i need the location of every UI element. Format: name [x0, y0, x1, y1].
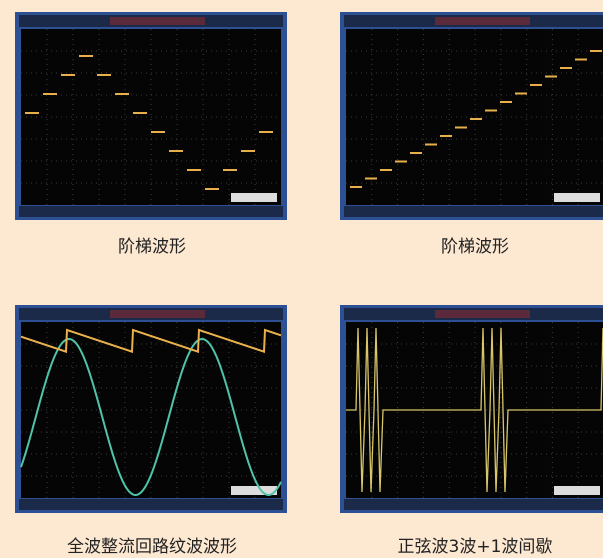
scope-readout — [554, 486, 600, 495]
scope-bottom-bar — [344, 206, 603, 217]
scope-readout — [554, 193, 600, 202]
scope-readout — [231, 193, 277, 202]
waveform-burst — [346, 327, 603, 493]
scope-top-label — [110, 17, 205, 25]
scope-readout — [231, 486, 277, 495]
scope-bottom-bar — [344, 499, 603, 510]
scope-screen — [346, 29, 603, 205]
caption: 阶梯波形 — [441, 237, 509, 257]
waveform-sine — [20, 337, 282, 496]
waveform-ripple — [20, 328, 282, 354]
caption: 阶梯波形 — [118, 237, 186, 257]
scope-bottom-bar — [19, 499, 283, 510]
caption: 正弦波3波+1波间歇 — [397, 537, 553, 557]
scope-top-label — [110, 310, 205, 318]
scope-top-label — [435, 17, 530, 25]
scope-top-label — [435, 310, 530, 318]
caption: 全波整流回路纹波波形 — [67, 537, 237, 557]
scope-bottom-bar — [19, 206, 283, 217]
